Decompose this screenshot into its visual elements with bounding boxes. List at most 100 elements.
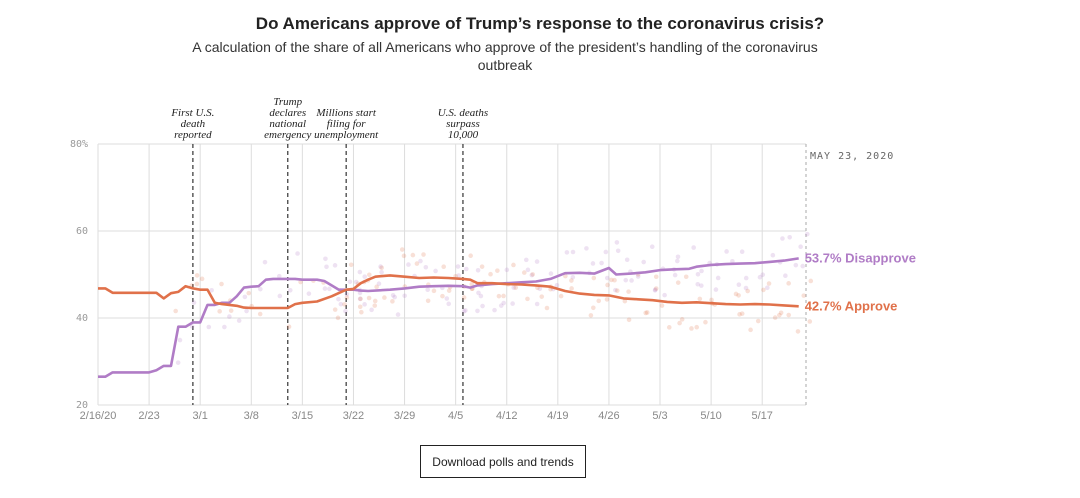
poll-dot	[480, 303, 485, 309]
poll-dot	[464, 266, 469, 272]
poll-dot	[713, 287, 719, 292]
poll-dot	[410, 252, 416, 258]
poll-dot	[743, 285, 749, 291]
poll-dot	[236, 318, 242, 323]
poll-dot	[476, 290, 481, 296]
poll-dot	[338, 301, 344, 307]
poll-dot	[372, 303, 378, 308]
poll-dot	[401, 253, 407, 259]
poll-dot	[666, 325, 672, 330]
poll-dot	[534, 301, 540, 307]
poll-dot	[525, 267, 531, 273]
poll-dot	[191, 300, 197, 305]
x-tick-label: 4/5	[448, 410, 463, 422]
poll-dot	[649, 244, 655, 250]
poll-dot	[332, 307, 338, 312]
event-annotation-label: declares	[269, 107, 306, 119]
poll-dot	[584, 246, 589, 251]
poll-dot	[488, 271, 493, 277]
poll-dot	[521, 270, 527, 275]
poll-dot	[765, 285, 770, 291]
poll-dot	[501, 300, 506, 306]
poll-dot	[653, 274, 659, 280]
x-tick-label: 2/16/20	[80, 410, 117, 422]
poll-dot	[343, 308, 348, 314]
poll-dot	[652, 288, 658, 293]
event-annotation-label: U.S. deaths	[438, 107, 488, 119]
poll-dot	[539, 294, 545, 299]
poll-dot	[425, 298, 431, 304]
poll-dot	[596, 298, 602, 304]
poll-dot	[277, 293, 283, 299]
poll-dot	[591, 305, 596, 311]
event-annotation-label: filing for	[327, 118, 367, 130]
poll-dot	[737, 312, 742, 317]
poll-dot	[246, 290, 252, 296]
poll-dot	[683, 274, 689, 280]
poll-dot	[510, 301, 515, 306]
poll-dot	[653, 287, 658, 292]
poll-dot	[406, 262, 411, 267]
poll-dot	[175, 360, 181, 365]
poll-dot	[697, 296, 703, 302]
poll-dot	[612, 277, 617, 283]
x-tick-label: 4/19	[547, 410, 568, 422]
poll-dot	[591, 275, 597, 281]
poll-dot	[242, 294, 248, 300]
poll-dot	[609, 277, 614, 283]
poll-dot	[372, 298, 378, 304]
poll-dot	[537, 286, 543, 292]
poll-dot	[675, 254, 681, 260]
poll-dot	[374, 284, 379, 290]
poll-dot	[564, 250, 570, 255]
x-tick-label: 3/15	[292, 410, 313, 422]
poll-dot	[357, 304, 363, 310]
poll-dot	[194, 281, 200, 287]
poll-dot	[760, 272, 766, 278]
poll-dot	[534, 259, 540, 264]
poll-dot	[475, 267, 481, 273]
poll-dot	[643, 310, 649, 316]
poll-dot	[369, 307, 374, 313]
poll-dot	[548, 271, 554, 276]
poll-dot	[342, 302, 347, 307]
event-annotation-label: surpass	[446, 118, 480, 130]
download-polls-button[interactable]: Download polls and trends	[420, 445, 586, 478]
y-tick-label: 80%	[70, 139, 88, 150]
poll-dot	[227, 314, 232, 319]
poll-dot	[641, 259, 647, 265]
poll-dot	[463, 308, 468, 313]
poll-dot	[498, 303, 504, 308]
poll-dot	[322, 286, 328, 291]
event-annotation-label: Millions start	[315, 107, 377, 119]
series-line-approve	[98, 274, 799, 310]
poll-dot	[558, 293, 564, 299]
poll-dot	[353, 279, 359, 285]
x-tick-label: 4/12	[496, 410, 517, 422]
poll-dot	[194, 273, 200, 278]
date-stamp: MAY 23, 2020	[810, 151, 894, 162]
poll-dot	[801, 293, 807, 298]
poll-dot	[736, 293, 741, 298]
x-tick-label: 3/8	[244, 410, 259, 422]
poll-dot	[772, 315, 778, 320]
poll-dot	[306, 291, 312, 296]
y-tick-label: 20	[76, 400, 88, 411]
event-annotation-label: emergency	[264, 129, 311, 141]
poll-dot	[327, 286, 332, 292]
poll-dot	[629, 278, 634, 283]
poll-dot	[604, 275, 610, 281]
poll-dot	[623, 277, 629, 283]
poll-dot	[286, 324, 292, 330]
poll-dot	[689, 326, 694, 331]
poll-dot	[475, 308, 480, 314]
poll-dot	[761, 287, 766, 293]
poll-dot	[479, 264, 485, 269]
poll-dot	[344, 292, 350, 297]
poll-dot	[662, 292, 667, 298]
poll-dot	[691, 245, 696, 250]
poll-dot	[614, 240, 620, 245]
poll-dot	[501, 293, 506, 299]
poll-dot	[745, 288, 750, 294]
